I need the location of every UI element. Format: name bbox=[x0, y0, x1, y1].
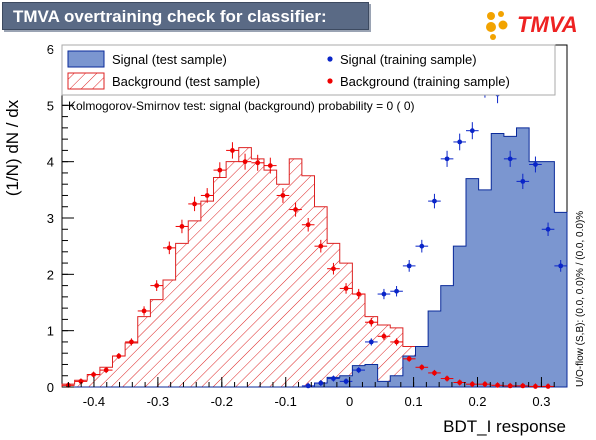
background-train-point bbox=[541, 383, 555, 389]
signal-train-point bbox=[301, 382, 315, 389]
background-train-point bbox=[137, 306, 151, 316]
legend-label: Signal (test sample) bbox=[112, 52, 227, 67]
signal-train-point bbox=[352, 367, 365, 374]
background-train-point bbox=[377, 332, 391, 341]
y-tick-label: 4 bbox=[47, 155, 54, 170]
background-train-point bbox=[478, 381, 492, 387]
y-tick-label: 2 bbox=[47, 267, 54, 282]
background-train-point bbox=[112, 353, 126, 360]
signal-train-point bbox=[428, 193, 441, 209]
background-train-point bbox=[301, 217, 315, 232]
signal-train-point bbox=[402, 260, 416, 272]
background-train-point bbox=[415, 364, 429, 371]
legend-marker-signal-train bbox=[327, 56, 333, 62]
background-train-point bbox=[491, 382, 504, 388]
signal-train-point bbox=[541, 222, 555, 236]
background-train-point bbox=[251, 154, 264, 171]
ks-test-text: Kolmogorov-Smirnov test: signal (backgro… bbox=[68, 99, 415, 113]
background-train-point bbox=[289, 202, 302, 217]
tmva-logo-icon bbox=[486, 11, 508, 40]
signal-train-point bbox=[377, 288, 391, 300]
legend-marker-background-train bbox=[327, 78, 333, 84]
training-points bbox=[62, 79, 567, 389]
legend-swatch-background-test bbox=[67, 72, 105, 90]
background-train-point bbox=[466, 381, 479, 387]
background-train-point bbox=[188, 196, 201, 212]
chart-title: TMVA overtraining check for classifier: … bbox=[2, 2, 369, 54]
signal-train-point bbox=[554, 260, 567, 272]
x-tick-label: -0.3 bbox=[147, 394, 169, 409]
legend-label: Background (test sample) bbox=[112, 74, 260, 89]
x-tick-label: -0.4 bbox=[83, 394, 105, 409]
background-train-point bbox=[163, 241, 176, 255]
background-train-point bbox=[213, 162, 227, 178]
y-tick-label: 6 bbox=[47, 42, 54, 57]
x-tick-label: 0.2 bbox=[468, 394, 486, 409]
y-axis-label: (1/N) dN / dx bbox=[3, 99, 22, 196]
signal-train-point bbox=[365, 338, 378, 346]
background-train-point bbox=[440, 375, 454, 382]
signal-train-point bbox=[453, 133, 466, 151]
y-tick-label: 3 bbox=[47, 211, 54, 226]
signal-train-point bbox=[390, 286, 403, 297]
background-train-point bbox=[125, 338, 138, 346]
signal-train-point bbox=[516, 173, 530, 190]
signal-train-point bbox=[466, 122, 479, 140]
x-tick-label: 0 bbox=[346, 394, 353, 409]
background-train-point bbox=[428, 369, 441, 376]
background-train-point bbox=[87, 371, 100, 378]
background-train-point bbox=[529, 383, 542, 389]
background-train-point bbox=[365, 317, 378, 327]
legend-box bbox=[61, 44, 556, 96]
signal-train-point bbox=[503, 150, 517, 167]
background-train-point bbox=[314, 239, 328, 253]
signal-train-point bbox=[415, 239, 429, 253]
background-train-point bbox=[339, 283, 353, 294]
signal-test-area bbox=[62, 127, 568, 388]
legend-label: Background (training sample) bbox=[340, 74, 510, 89]
background-train-point bbox=[390, 338, 403, 346]
background-train-point bbox=[99, 367, 113, 374]
background-train-point bbox=[200, 188, 214, 203]
signal-test-histogram bbox=[62, 127, 568, 388]
background-train-point bbox=[402, 355, 416, 362]
background-train-point bbox=[453, 379, 466, 386]
signal-train-point bbox=[327, 375, 340, 382]
legend-label: Signal (training sample) bbox=[340, 52, 477, 67]
signal-train-point bbox=[314, 380, 328, 387]
tmva-logo: TMVA bbox=[485, 10, 590, 42]
background-train-point bbox=[516, 382, 530, 389]
signal-train-point bbox=[339, 378, 353, 385]
background-train-point bbox=[226, 142, 239, 159]
background-train-point bbox=[327, 262, 340, 275]
background-train-point bbox=[276, 188, 290, 203]
signal-train-point bbox=[440, 150, 454, 167]
background-train-point bbox=[503, 382, 517, 389]
y-tick-label: 0 bbox=[47, 380, 54, 395]
y-tick-label: 5 bbox=[47, 98, 54, 113]
x-tick-label: -0.1 bbox=[275, 394, 297, 409]
x-axis-label: BDT_I response bbox=[443, 417, 566, 436]
signal-train-point bbox=[529, 156, 542, 173]
background-train-point bbox=[352, 288, 365, 300]
x-tick-label: 0.3 bbox=[532, 394, 550, 409]
background-train-point bbox=[175, 219, 189, 234]
x-tick-label: 0.1 bbox=[405, 394, 423, 409]
tmva-logo-text: TMVA bbox=[517, 12, 578, 37]
y-tick-label: 1 bbox=[47, 324, 54, 339]
overflow-side-text: U/O-flow (S,B): (0.0, 0.0)% / (0.0, 0.0)… bbox=[575, 211, 586, 387]
legend: Signal (test sample) Background (test sam… bbox=[67, 50, 510, 90]
legend-swatch-signal-test bbox=[67, 50, 105, 68]
background-train-point bbox=[238, 153, 252, 170]
background-train-point bbox=[150, 280, 163, 291]
axes: -0.4 -0.3 -0.2 -0.1 0 0.1 0.2 0.3 0 1 2 3 4 5 6 bbox=[47, 42, 555, 409]
background-train-point bbox=[264, 157, 277, 174]
x-tick-label: -0.2 bbox=[211, 394, 233, 409]
